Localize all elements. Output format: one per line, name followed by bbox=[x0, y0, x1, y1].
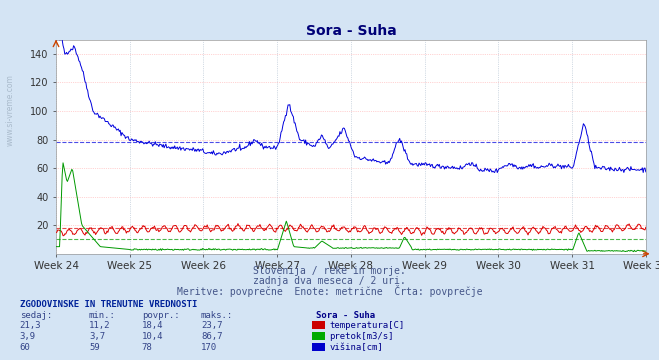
Text: pretok[m3/s]: pretok[m3/s] bbox=[330, 332, 394, 341]
Text: 170: 170 bbox=[201, 343, 217, 352]
Text: 60: 60 bbox=[20, 343, 30, 352]
Text: ZGODOVINSKE IN TRENUTNE VREDNOSTI: ZGODOVINSKE IN TRENUTNE VREDNOSTI bbox=[20, 300, 197, 309]
Text: maks.:: maks.: bbox=[201, 311, 233, 320]
Text: Slovenija / reke in morje.: Slovenija / reke in morje. bbox=[253, 266, 406, 276]
Text: 3,7: 3,7 bbox=[89, 332, 105, 341]
Text: 3,9: 3,9 bbox=[20, 332, 36, 341]
Text: Meritve: povprečne  Enote: metrične  Črta: povprečje: Meritve: povprečne Enote: metrične Črta:… bbox=[177, 285, 482, 297]
Text: temperatura[C]: temperatura[C] bbox=[330, 321, 405, 330]
Text: 11,2: 11,2 bbox=[89, 321, 111, 330]
Title: Sora - Suha: Sora - Suha bbox=[306, 24, 396, 39]
Text: 21,3: 21,3 bbox=[20, 321, 42, 330]
Text: 23,7: 23,7 bbox=[201, 321, 223, 330]
Text: min.:: min.: bbox=[89, 311, 116, 320]
Text: sedaj:: sedaj: bbox=[20, 311, 52, 320]
Text: povpr.:: povpr.: bbox=[142, 311, 179, 320]
Text: 78: 78 bbox=[142, 343, 152, 352]
Text: Sora - Suha: Sora - Suha bbox=[316, 311, 376, 320]
Text: zadnja dva meseca / 2 uri.: zadnja dva meseca / 2 uri. bbox=[253, 276, 406, 287]
Text: www.si-vreme.com: www.si-vreme.com bbox=[5, 74, 14, 146]
Text: 10,4: 10,4 bbox=[142, 332, 163, 341]
Text: 86,7: 86,7 bbox=[201, 332, 223, 341]
Text: 59: 59 bbox=[89, 343, 100, 352]
Text: 18,4: 18,4 bbox=[142, 321, 163, 330]
Text: višina[cm]: višina[cm] bbox=[330, 343, 384, 352]
